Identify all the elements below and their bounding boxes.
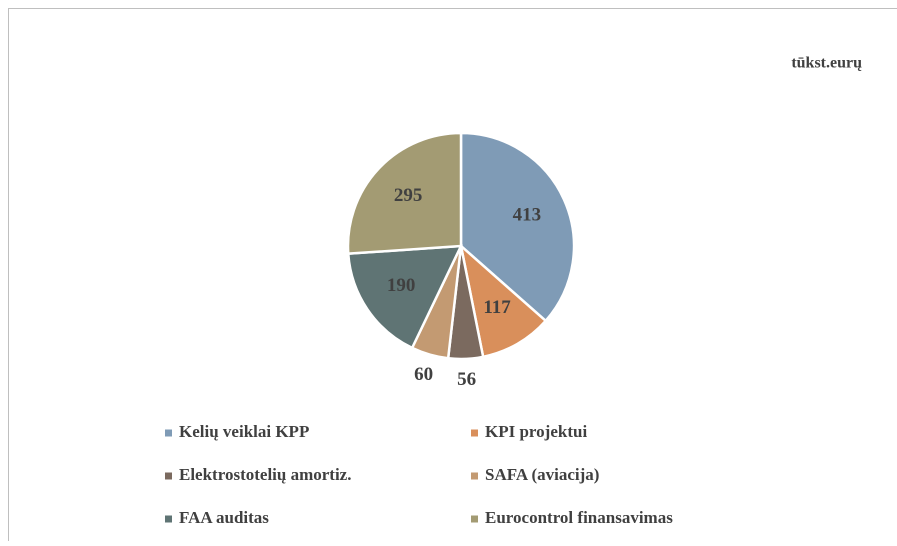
legend-marker [165,430,172,437]
data-label: 117 [483,297,511,318]
data-label: 190 [387,275,416,296]
unit-label: tūkst.eurų [791,55,862,72]
legend-label: Kelių veiklai KPP [179,422,309,441]
data-label: 60 [414,364,433,385]
legend-label: SAFA (aviacija) [485,465,599,484]
legend-marker [165,473,172,480]
legend-marker [471,473,478,480]
legend-label: Elektrostotelių amortiz. [179,465,351,484]
legend-marker [165,516,172,523]
legend-label: KPI projektui [485,422,587,441]
data-label: 56 [457,369,476,390]
legend-label: Eurocontrol finansavimas [485,508,673,527]
data-label: 295 [394,185,423,206]
legend-marker [471,516,478,523]
legend-label: FAA auditas [179,508,269,527]
legend-marker [471,430,478,437]
data-label: 413 [513,205,542,226]
